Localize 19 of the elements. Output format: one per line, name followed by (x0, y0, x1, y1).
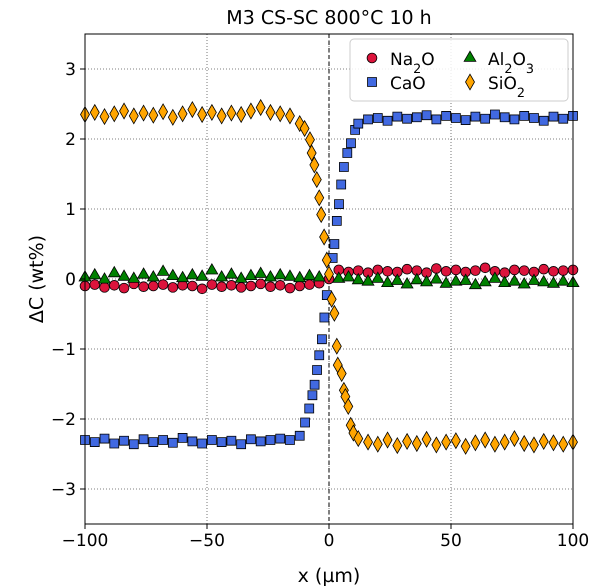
x-tick-label: −100 (62, 531, 108, 551)
y-tick-label: −1 (50, 340, 76, 360)
y-tick-label: 1 (65, 200, 76, 220)
x-tick-label: 50 (440, 531, 462, 551)
legend-label: Al$_{2}$O$_{3}$ (488, 50, 534, 76)
x-tick-label: −50 (189, 531, 225, 551)
y-tick-label: 3 (65, 60, 76, 80)
y-axis-title: ΔC (wt%) (26, 234, 48, 324)
legend-label: CaO (390, 74, 426, 94)
y-tick-label: −3 (50, 480, 76, 500)
y-tick-label: 2 (65, 130, 76, 150)
x-axis-title: x (μm) (298, 565, 360, 587)
legend-label: SiO$_{2}$ (488, 74, 526, 100)
legend-label: Na$_{2}$O (390, 50, 435, 76)
y-tick-label: −2 (50, 410, 76, 430)
chart-title: M3 CS-SC 800°C 10 h (226, 7, 432, 29)
x-tick-label: 0 (324, 531, 334, 551)
y-tick-label: 0 (65, 270, 76, 290)
x-tick-label: 100 (556, 531, 590, 551)
